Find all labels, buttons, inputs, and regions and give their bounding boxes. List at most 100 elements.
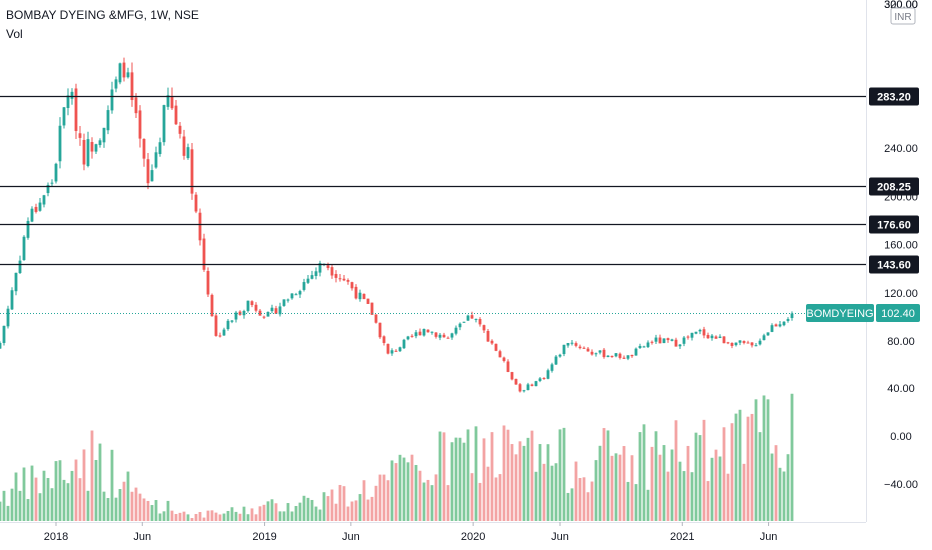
candle: [66, 88, 70, 116]
candle: [282, 299, 286, 307]
volume-bar: [326, 496, 330, 521]
candle: [706, 332, 710, 339]
volume-bar: [174, 513, 178, 521]
candle: [338, 273, 342, 282]
y-tick-label: 0.00: [890, 431, 911, 443]
candle-body: [114, 79, 118, 89]
currency-badge: INR: [890, 7, 916, 25]
volume-bar: [498, 474, 502, 521]
volume-bar: [762, 395, 766, 521]
candle-body: [354, 286, 358, 299]
volume-bar: [790, 393, 794, 521]
candle-body: [390, 350, 394, 354]
candle-body: [262, 316, 266, 318]
candle: [50, 179, 54, 187]
volume-bar: [30, 465, 34, 521]
volume-bar: [522, 445, 526, 521]
candle: [78, 126, 82, 146]
volume-bar: [282, 511, 286, 521]
candle-body: [170, 95, 174, 109]
volume-bar: [510, 444, 514, 521]
candle: [618, 352, 622, 360]
volume-bar: [706, 481, 710, 521]
candle-body: [302, 282, 306, 290]
candle-body: [346, 280, 350, 282]
candle-body: [530, 384, 534, 386]
volume-bar: [650, 446, 654, 521]
candle-body: [754, 345, 758, 347]
candle: [766, 332, 770, 336]
volume-bar: [514, 454, 518, 521]
candle: [366, 298, 370, 305]
candle: [390, 348, 394, 356]
volume-bar: [206, 510, 210, 521]
candle: [566, 342, 570, 348]
volume-bar: [438, 431, 442, 521]
candle: [210, 293, 214, 317]
candle: [450, 332, 454, 340]
volume-bar: [278, 511, 282, 521]
candle: [170, 87, 174, 110]
volume-bar: [766, 399, 770, 521]
candle: [530, 383, 534, 387]
candle: [290, 293, 294, 300]
candle: [718, 334, 722, 339]
candle-body: [126, 72, 130, 78]
candle-body: [294, 294, 298, 296]
candle-body: [246, 300, 250, 311]
volume-bar: [154, 500, 158, 521]
candle: [438, 332, 442, 341]
candle: [134, 93, 138, 118]
candle: [494, 343, 498, 352]
volume-bar: [366, 499, 370, 521]
candle-body: [630, 354, 634, 357]
candle: [406, 335, 410, 341]
candle-body: [66, 95, 70, 108]
volume-bar: [558, 429, 562, 521]
candle: [502, 356, 506, 363]
candle: [750, 342, 754, 348]
candle-body: [486, 330, 490, 342]
volume-bar: [590, 481, 594, 521]
candle-body: [386, 343, 390, 354]
symbol-tag: [806, 304, 874, 322]
candle: [126, 67, 130, 79]
candle: [558, 353, 562, 358]
candle-body: [590, 351, 594, 355]
candle-body: [86, 139, 90, 166]
volume-bar: [342, 486, 346, 521]
candle-body: [522, 390, 526, 392]
candle-body: [362, 293, 366, 300]
candle: [666, 337, 670, 343]
y-tick-label: 160.00: [884, 240, 918, 252]
candle: [10, 287, 14, 310]
candle: [362, 293, 366, 300]
x-tick-label: Jun: [133, 531, 151, 543]
candle: [638, 343, 642, 350]
candle: [138, 105, 142, 148]
candle-body: [6, 308, 10, 327]
candle-body: [2, 325, 6, 343]
volume-bar: [54, 461, 58, 521]
candle-body: [134, 97, 138, 114]
candle: [42, 194, 46, 208]
time-axis[interactable]: 2018 Jun 2019 Jun 2020 Jun 2021 Jun: [44, 522, 778, 543]
candle-body: [38, 202, 42, 211]
volume-bar: [554, 463, 558, 521]
volume-bar: [130, 491, 134, 521]
candle-body: [758, 340, 762, 345]
volume-bar: [194, 513, 198, 521]
price-axis[interactable]: 300.00320.00240.00200.00160.00120.0080.0…: [884, 0, 918, 491]
volume-bar: [746, 416, 750, 521]
level-tag: [869, 177, 919, 196]
candle-body: [582, 347, 586, 349]
volume-bar: [578, 478, 582, 521]
candle-body: [378, 322, 382, 338]
candle: [422, 328, 426, 337]
candle-body: [174, 105, 178, 125]
candle: [526, 382, 530, 391]
volume-bar: [82, 449, 86, 521]
volume-bar: [42, 470, 46, 521]
candle: [434, 332, 438, 339]
